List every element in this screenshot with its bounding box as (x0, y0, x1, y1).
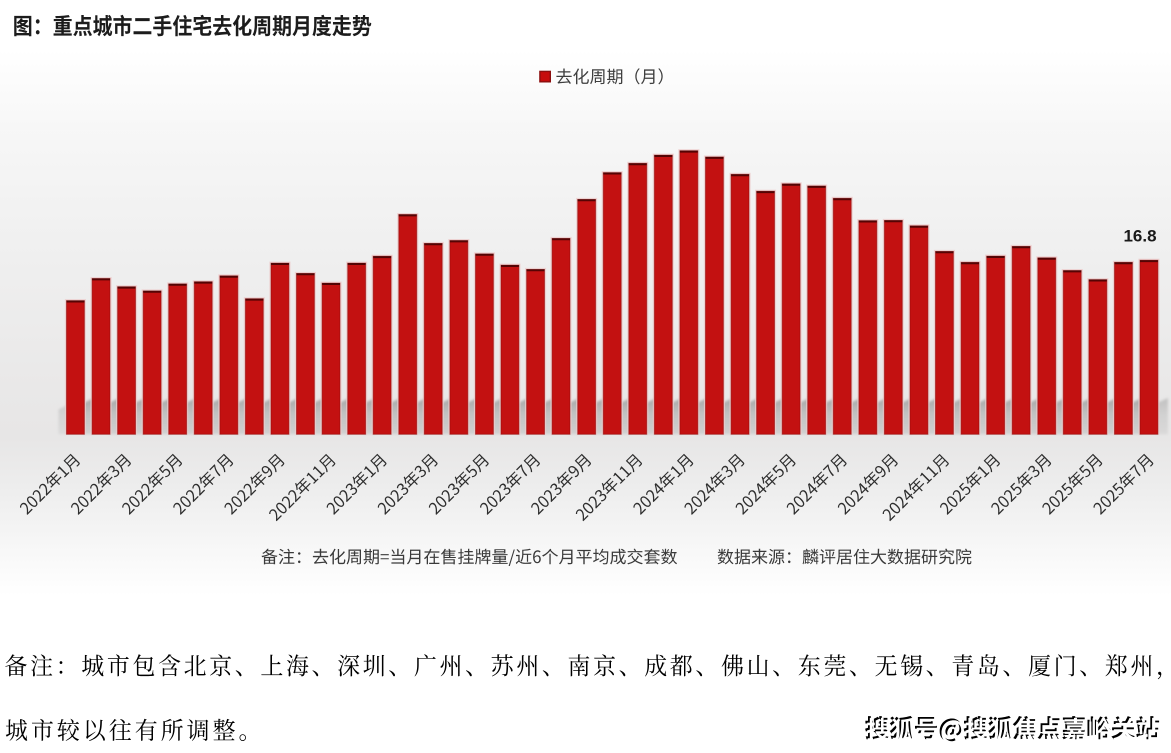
svg-text:16.8: 16.8 (1123, 227, 1156, 246)
